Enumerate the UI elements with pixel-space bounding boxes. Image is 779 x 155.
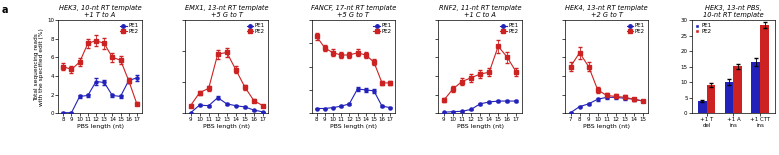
Title: HEK3, 10-nt RT template
+1 T to A: HEK3, 10-nt RT template +1 T to A: [58, 5, 142, 18]
X-axis label: PBS length (nt): PBS length (nt): [330, 124, 377, 129]
Text: a: a: [2, 5, 8, 15]
Legend: PE1, PE2: PE1, PE2: [626, 23, 646, 35]
X-axis label: PBS length (nt): PBS length (nt): [456, 124, 503, 129]
Legend: PE1, PE2: PE1, PE2: [372, 23, 393, 35]
X-axis label: PBS length (nt): PBS length (nt): [76, 124, 124, 129]
Title: HEK3, 13-nt PBS,
10-nt RT template: HEK3, 13-nt PBS, 10-nt RT template: [703, 5, 764, 18]
X-axis label: PBS length (nt): PBS length (nt): [583, 124, 630, 129]
Legend: PE1, PE2: PE1, PE2: [695, 23, 712, 35]
Title: EMX1, 13-nt RT template
+5 G to T: EMX1, 13-nt RT template +5 G to T: [185, 5, 269, 18]
Bar: [724, 82, 734, 113]
Title: HEK4, 13-nt RT template
+2 G to T: HEK4, 13-nt RT template +2 G to T: [566, 5, 648, 18]
Bar: [752, 62, 760, 113]
Title: FANCF, 17-nt RT template
+5 G to T: FANCF, 17-nt RT template +5 G to T: [311, 5, 396, 18]
Bar: [734, 66, 742, 113]
Legend: PE1, PE2: PE1, PE2: [119, 23, 139, 35]
Y-axis label: Total sequencing reads
with the specified edit (%): Total sequencing reads with the specifie…: [33, 28, 44, 106]
Bar: [760, 25, 769, 113]
Title: RNF2, 11-nt RT template
+1 C to A: RNF2, 11-nt RT template +1 C to A: [439, 5, 521, 18]
Bar: [698, 101, 707, 113]
Bar: [707, 85, 715, 113]
Legend: PE1, PE2: PE1, PE2: [246, 23, 266, 35]
Legend: PE1, PE2: PE1, PE2: [499, 23, 519, 35]
X-axis label: PBS length (nt): PBS length (nt): [203, 124, 250, 129]
